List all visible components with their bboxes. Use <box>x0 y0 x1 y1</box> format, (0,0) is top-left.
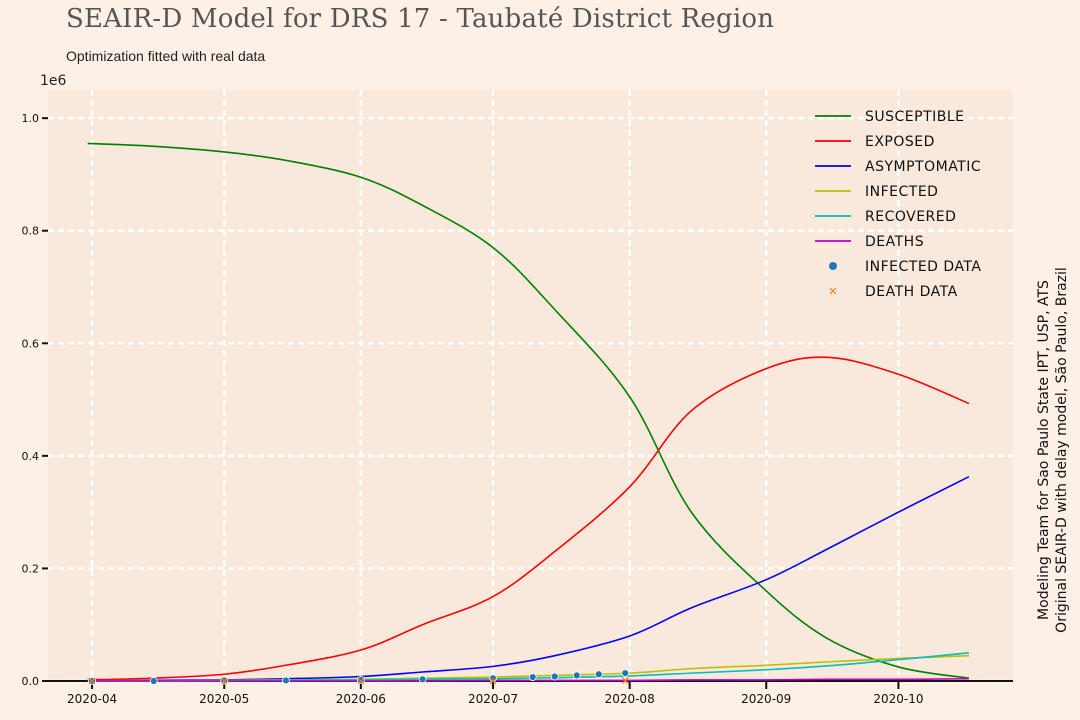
infected-data-point <box>356 675 365 684</box>
y-tick-label: 0.8 <box>22 225 40 238</box>
y-tick-label: 0.2 <box>22 562 40 575</box>
chart-title: SEAIR-D Model for DRS 17 - Taubaté Distr… <box>66 4 775 34</box>
legend-label: INFECTED DATA <box>865 259 981 275</box>
infected-data-point <box>149 677 158 685</box>
infected-data-point <box>528 673 537 681</box>
death-data-point <box>220 677 228 685</box>
x-tick-label: 2020-08 <box>605 692 655 706</box>
death-data-point <box>621 677 629 684</box>
death-data-point <box>357 677 365 685</box>
y-tick-label: 0.4 <box>22 450 40 463</box>
x-tick-label: 2020-04 <box>67 692 117 706</box>
infected-data-point <box>594 670 603 679</box>
legend-label: RECOVERED <box>865 209 956 225</box>
plot-area <box>48 90 1013 681</box>
y-tick-label: 1.0 <box>22 112 40 125</box>
side-note-line: Modeling Team for Sao Paulo State IPT, U… <box>1036 280 1052 620</box>
infected-data-point <box>418 675 427 684</box>
infected-data-point <box>572 671 581 680</box>
x-tick-label: 2020-09 <box>741 692 791 706</box>
legend-label: INFECTED <box>865 184 938 200</box>
infected-data-point <box>282 676 290 685</box>
legend-swatch <box>829 287 837 295</box>
series-line-exposed <box>87 356 970 681</box>
legend-label: DEATH DATA <box>865 284 958 300</box>
infected-data-point <box>621 669 630 678</box>
side-note-line: Original SEAIR-D with delay model, São P… <box>1054 267 1070 633</box>
legend-swatch <box>829 262 837 270</box>
y-multiplier-label: 1e6 <box>40 73 67 89</box>
death-data-point <box>88 677 96 685</box>
infected-data-point <box>550 672 559 681</box>
legend-label: EXPOSED <box>865 134 935 150</box>
legend-label: DEATHS <box>865 234 924 250</box>
x-tick-label: 2020-06 <box>336 692 386 706</box>
y-tick-label: 0.6 <box>22 337 40 350</box>
y-tick-label: 0.0 <box>22 675 40 688</box>
legend-label: ASYMPTOMATIC <box>865 159 981 175</box>
x-tick-label: 2020-07 <box>468 692 518 706</box>
legend-label: SUSCEPTIBLE <box>865 109 965 125</box>
x-tick-label: 2020-05 <box>199 692 249 706</box>
x-tick-label: 2020-10 <box>873 692 923 706</box>
series-line-susceptible <box>87 142 970 679</box>
chart-subtitle: Optimization fitted with real data <box>66 48 266 64</box>
death-data-point <box>489 677 497 685</box>
